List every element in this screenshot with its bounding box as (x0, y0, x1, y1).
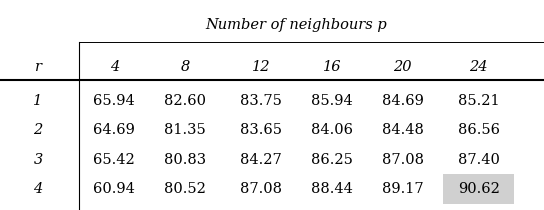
Text: 3: 3 (33, 153, 43, 167)
Text: 86.25: 86.25 (311, 153, 353, 167)
Text: 24: 24 (469, 60, 488, 74)
Text: 87.08: 87.08 (240, 182, 282, 196)
Text: 80.52: 80.52 (164, 182, 206, 196)
Text: 65.94: 65.94 (94, 94, 135, 108)
Text: 4: 4 (109, 60, 119, 74)
Text: 86.56: 86.56 (458, 123, 500, 137)
Text: 1: 1 (33, 94, 43, 108)
Text: 84.06: 84.06 (311, 123, 353, 137)
Text: 16: 16 (323, 60, 341, 74)
Text: 80.83: 80.83 (164, 153, 206, 167)
Text: 84.27: 84.27 (240, 153, 282, 167)
Text: 85.21: 85.21 (458, 94, 499, 108)
Text: 88.44: 88.44 (311, 182, 353, 196)
Text: 87.40: 87.40 (458, 153, 499, 167)
Text: 89.17: 89.17 (382, 182, 423, 196)
Text: 84.69: 84.69 (382, 94, 423, 108)
Text: 2: 2 (33, 123, 43, 137)
Text: 12: 12 (252, 60, 270, 74)
Text: 83.75: 83.75 (240, 94, 282, 108)
Text: 60.94: 60.94 (94, 182, 135, 196)
Text: 81.35: 81.35 (164, 123, 206, 137)
Text: 83.65: 83.65 (240, 123, 282, 137)
Text: 90.62: 90.62 (458, 182, 499, 196)
Text: 65.42: 65.42 (94, 153, 135, 167)
Text: 64.69: 64.69 (94, 123, 135, 137)
Text: 87.08: 87.08 (381, 153, 424, 167)
Text: 84.48: 84.48 (382, 123, 423, 137)
Text: Number of neighbours p: Number of neighbours p (206, 18, 387, 32)
Text: r: r (35, 60, 41, 74)
FancyBboxPatch shape (443, 174, 514, 204)
Text: 85.94: 85.94 (311, 94, 353, 108)
Text: 4: 4 (33, 182, 43, 196)
Text: 8: 8 (180, 60, 190, 74)
Text: 82.60: 82.60 (164, 94, 206, 108)
Text: 20: 20 (393, 60, 412, 74)
